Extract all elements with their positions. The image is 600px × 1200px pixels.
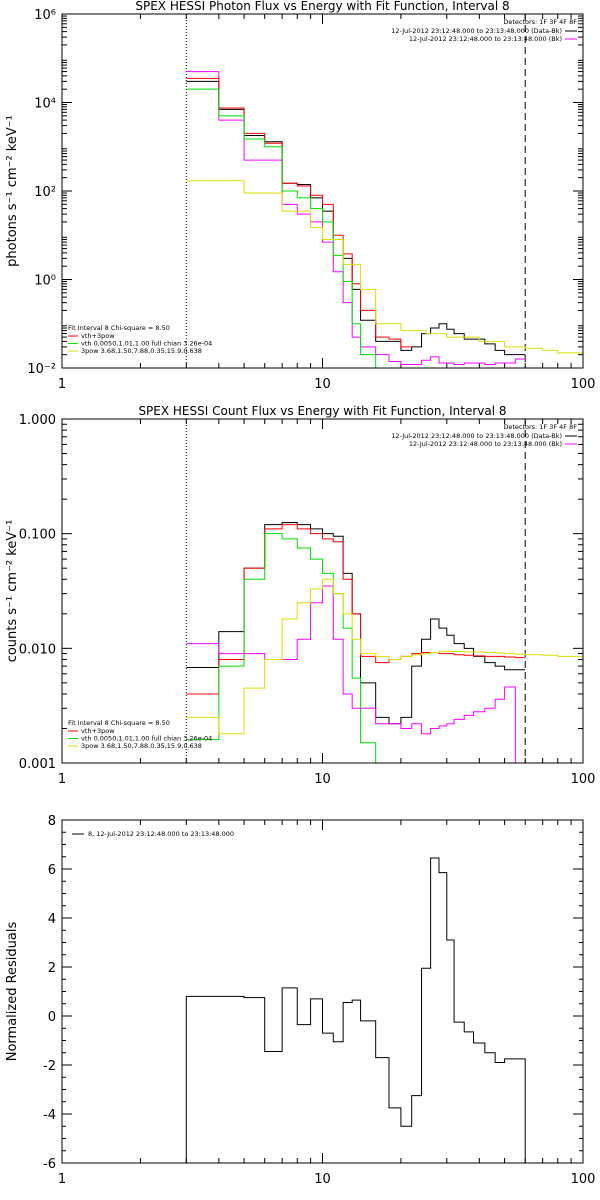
x-tick-label: 10	[314, 772, 331, 787]
residual-legend: 8, 12-Jul-2012 23:12:48.000 to 23:13:48.…	[72, 830, 234, 838]
y-tick-label: 2	[48, 961, 56, 976]
y-tick-label: 10⁻²	[27, 362, 56, 377]
plot-frame	[61, 418, 584, 764]
chart-title: SPEX HESSI Count Flux vs Energy with Fit…	[138, 404, 506, 418]
detector-legend-header: Detectors: 1F 3F 4F 8F	[503, 423, 577, 431]
y-tick-label: -6	[43, 1157, 56, 1172]
y-tick-label: 1.000	[19, 413, 56, 428]
y-tick-label: 4	[48, 912, 56, 927]
series-line-1	[186, 80, 526, 356]
detector-legend-entry: 12-Jul-2012 23:12:48.000 to 23:13:48.000…	[391, 432, 562, 440]
series-line-4	[186, 88, 389, 368]
detector-legend-entry: 12-Jul-2012 23:12:48.000 to 23:13:48.000…	[409, 35, 562, 43]
detector-legend-header: Detectors: 1F 3F 4F 8F	[503, 18, 577, 26]
y-tick-label: 10⁴	[34, 97, 56, 112]
x-tick-label: 10	[314, 1172, 331, 1187]
y-tick-label: 10⁰	[34, 274, 56, 289]
x-tick-label: 100	[571, 772, 596, 787]
detector-legend-entry: 12-Jul-2012 23:12:48.000 to 23:13:48.000…	[391, 27, 562, 35]
fit-legend-header: Fit Interval 8 Chi-square = 8.50	[68, 719, 170, 727]
fit-legend: Fit Interval 8 Chi-square = 8.50vth+3pow…	[68, 324, 212, 355]
y-axis-label: counts s⁻¹ cm⁻² keV⁻¹	[5, 520, 20, 663]
x-tick-label: 1	[58, 377, 66, 392]
x-tick-label: 1	[58, 772, 66, 787]
plot-frame	[61, 819, 584, 1164]
x-tick-label: 100	[571, 377, 596, 392]
detector-legend-entry: 12-Jul-2012 23:12:48.000 to 23:13:48.000…	[409, 440, 562, 448]
y-tick-label: 8	[48, 814, 56, 829]
chart-panel-3: Normalized Residuals 1 10 100 -6 -4 -2 0 2 4 6 8 8, …	[5, 814, 595, 1187]
series-line-1	[186, 522, 526, 725]
y-axis-label: Normalized Residuals	[5, 922, 20, 1062]
y-tick-label: 0.001	[19, 757, 56, 772]
y-tick-label: 10⁶	[34, 8, 56, 23]
series-line-3	[186, 524, 526, 695]
fit-legend-entry: vth 0.0050,1.01,1.00 full chian 3.26e-04	[81, 735, 212, 743]
y-tick-label: -4	[43, 1108, 56, 1123]
y-tick-label: 0.100	[19, 528, 56, 543]
fit-legend-entry: 3pow 3.68,1.50,7.88,0.35,15.9,0.638	[81, 742, 202, 750]
plot-frame	[61, 13, 584, 369]
y-tick-label: 0	[48, 1010, 56, 1025]
y-tick-label: 0.010	[19, 642, 56, 657]
y-axis-label: photons s⁻¹ cm⁻² keV⁻¹	[5, 115, 20, 267]
y-tick-label: 6	[48, 863, 56, 878]
data-series-group	[185, 857, 526, 1163]
fit-legend-header: Fit Interval 8 Chi-square = 8.50	[68, 324, 170, 332]
series-line-5	[186, 578, 583, 735]
fit-legend-entry: 3pow 3.68,1.50,7.88,0.35,15.9,0.638	[81, 347, 202, 355]
data-series-group	[186, 71, 583, 368]
series-line-3	[186, 77, 412, 348]
fit-legend-entry: vth+3pow	[81, 332, 115, 340]
series-line-2	[186, 71, 526, 365]
x-tick-label: 10	[314, 377, 331, 392]
chart-panel-1: SPEX HESSI Photon Flux vs Energy with Fi…	[5, 0, 595, 392]
chart-panel-2: SPEX HESSI Count Flux vs Energy with Fit…	[5, 404, 595, 787]
series-line-4	[186, 533, 389, 763]
fit-legend-entry: vth+3pow	[81, 727, 115, 735]
series-line-5	[186, 180, 583, 357]
data-series-group	[186, 522, 583, 763]
residual-legend-entry: 8, 12-Jul-2012 23:12:48.000 to 23:13:48.…	[88, 830, 234, 838]
fit-legend: Fit Interval 8 Chi-square = 8.50vth+3pow…	[68, 719, 212, 750]
series-line-1	[185, 857, 526, 1163]
x-tick-label: 100	[571, 1172, 596, 1187]
fit-legend-entry: vth 0.0050,1.01,1.00 full chian 3.26e-04	[81, 340, 212, 348]
y-tick-label: 10²	[34, 185, 56, 200]
series-line-2	[186, 585, 526, 763]
y-tick-label: -2	[43, 1059, 56, 1074]
chart-title: SPEX HESSI Photon Flux vs Energy with Fi…	[135, 0, 509, 13]
x-tick-label: 1	[58, 1172, 66, 1187]
